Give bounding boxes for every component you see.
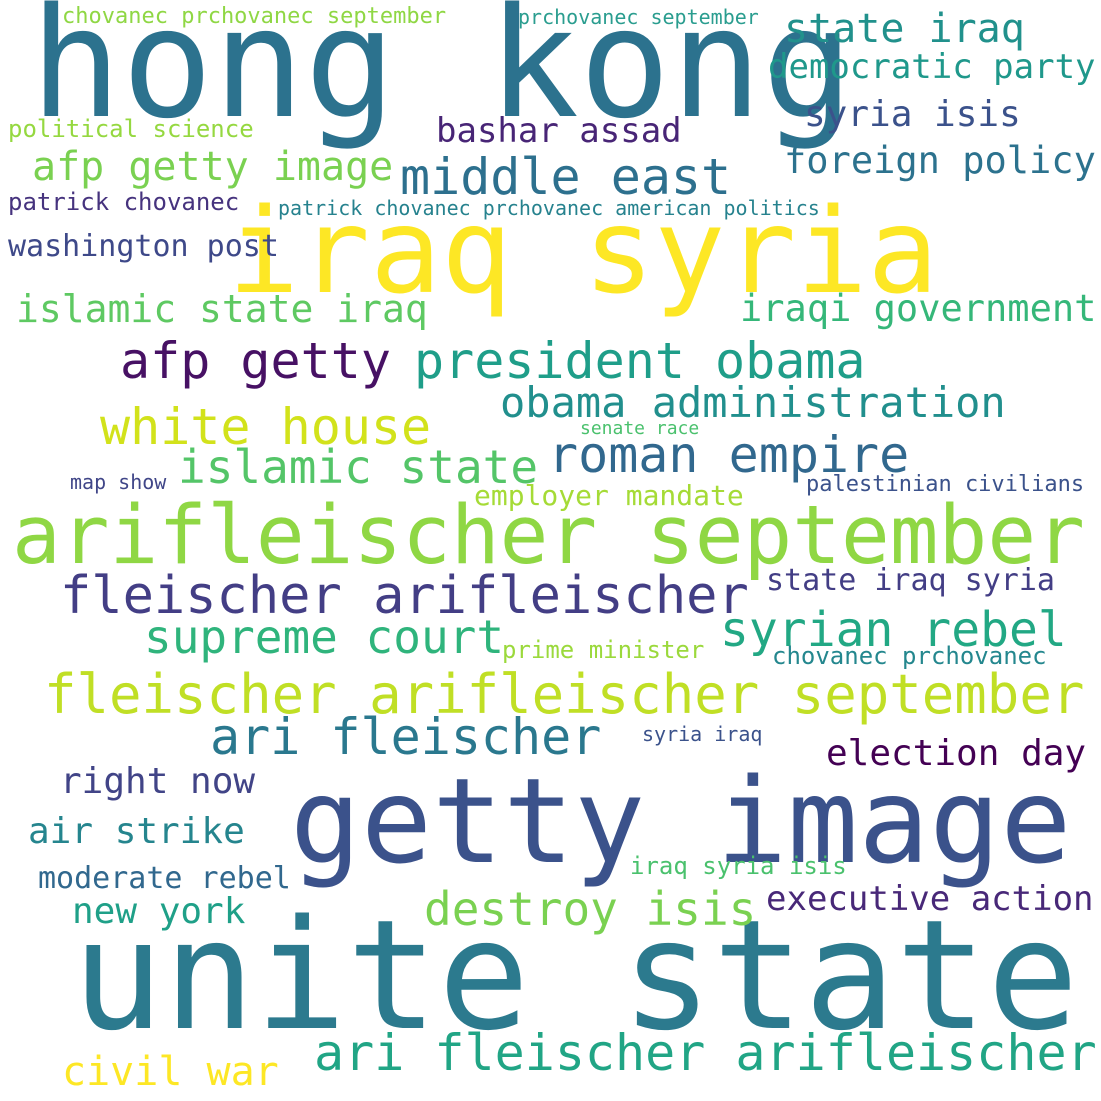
word-iraqi-government: iraqi government (740, 287, 1097, 330)
word-islamic-state-iraq: islamic state iraq (16, 287, 428, 331)
word-afp-getty: afp getty (120, 332, 391, 390)
word-ari-fleischer: ari fleischer (210, 708, 602, 766)
word-iraq-syria-isis: iraq syria isis (630, 852, 847, 880)
word-arifleischer-september: arifleischer september (12, 489, 1085, 583)
word-fleischer-arifleischer: fleischer arifleischer (60, 566, 749, 626)
word-new-york: new york (72, 891, 246, 932)
word-patrick-chovanec: patrick chovanec (8, 188, 240, 216)
word-map-show: map show (70, 470, 167, 494)
word-afp-getty-image: afp getty image (32, 144, 394, 190)
word-patrick-chovanec-american: patrick chovanec prchovanec american pol… (278, 196, 820, 220)
word-moderate-rebel: moderate rebel (38, 861, 291, 896)
word-syrian-rebel: syrian rebel (720, 602, 1067, 658)
word-syria-iraq: syria iraq (642, 722, 763, 746)
word-civil-war: civil war (62, 1049, 279, 1095)
word-hong-kong: hong kong (30, 0, 854, 152)
word-roman-empire: roman empire (548, 426, 910, 484)
word-president-obama: president obama (414, 332, 866, 390)
word-islamic-state: islamic state (178, 440, 539, 494)
word-chovanec-prchovanec-september: chovanec prchovanec september (62, 4, 447, 29)
word-fleischer-arifleischer-september: fleischer arifleischer september (44, 663, 1085, 726)
word-political-science: political science (8, 115, 254, 143)
word-syria-isis: syria isis (804, 94, 1021, 135)
word-state-iraq-syria: state iraq syria (766, 563, 1055, 598)
word-election-day: election day (826, 733, 1087, 774)
word-air-strike: air strike (28, 811, 245, 852)
word-palestinian-civilians: palestinian civilians (806, 472, 1085, 497)
word-chovanec-prchovanec: chovanec prchovanec (772, 642, 1047, 670)
word-right-now: right now (60, 761, 256, 802)
word-executive-action: executive action (766, 879, 1094, 919)
word-white-house: white house (100, 398, 432, 456)
word-getty-image: getty image (290, 752, 1072, 890)
word-iraq-syria: iraq syria (228, 182, 939, 320)
word-prchovanec-september: prchovanec september (518, 5, 759, 29)
word-state-iraq: state iraq (784, 6, 1025, 52)
word-foreign-policy: foreign policy (784, 139, 1096, 182)
word-prime-minister: prime minister (502, 636, 705, 664)
word-employer-mandate: employer mandate (474, 479, 744, 512)
word-ari-fleischer-arifleischer: ari fleischer arifleischer (314, 1024, 1097, 1082)
word-unite-state: unite state (72, 887, 1079, 1064)
word-middle-east: middle east (400, 148, 732, 206)
word-washington-post: washington post (8, 229, 279, 264)
word-supreme-court: supreme court (144, 610, 505, 664)
word-obama-administration: obama administration (500, 378, 1006, 427)
word-senate-race: senate race (580, 418, 700, 439)
word-bashar-assad: bashar assad (436, 111, 682, 151)
word-democratic-party: democratic party (768, 47, 1096, 87)
word-destroy-isis: destroy isis (424, 882, 757, 936)
